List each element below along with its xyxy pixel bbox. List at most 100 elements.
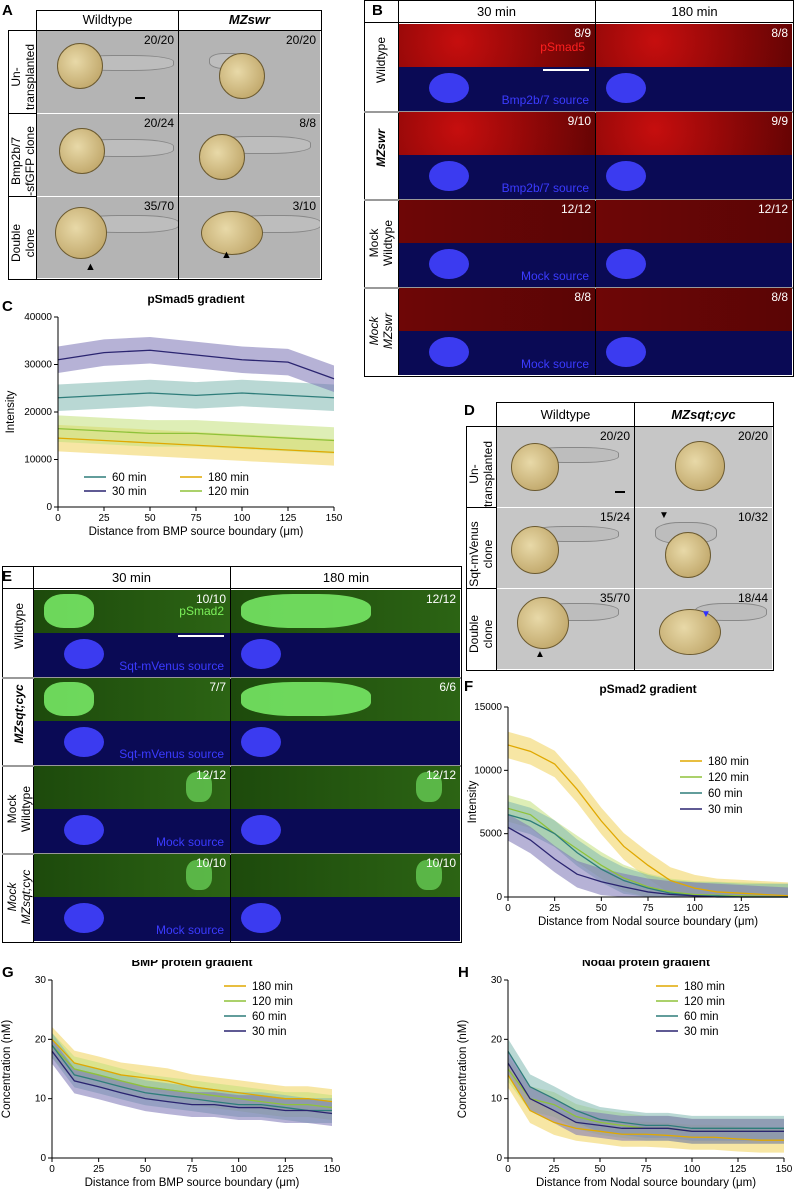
row-label: Wildtype <box>12 603 26 650</box>
y-tick-label: 10 <box>491 1094 503 1105</box>
count-label: 10/10 <box>195 856 226 870</box>
source-image: Bmp2b/7 source <box>399 155 595 199</box>
scale-bar <box>135 97 145 99</box>
count-label: 20/20 <box>143 33 174 47</box>
count-label: 8/9 <box>574 26 591 40</box>
x-axis-label: Distance from Nodal source boundary (μm) <box>538 916 758 928</box>
legend-label: 60 min <box>112 472 147 484</box>
x-axis-label: Distance from Nodal source boundary (μm) <box>536 1177 756 1189</box>
row-label: Mock Wildtype <box>5 786 33 833</box>
chart-title: BMP protein gradient <box>131 960 252 969</box>
stain-image: 9/10 <box>399 112 595 155</box>
arrowhead-icon: ▲ <box>535 649 545 660</box>
stain-image: 12/12 <box>231 590 460 633</box>
source-image <box>596 243 792 287</box>
chart-f: pSmad2 gradient 0 25 50 75 100 125 0 5000 10000 15… <box>467 682 789 928</box>
series-band <box>508 1050 784 1144</box>
x-tick-label: 150 <box>776 1164 793 1175</box>
count-label: 6/6 <box>439 680 456 694</box>
source-image <box>596 155 792 199</box>
x-tick-label: 0 <box>505 903 511 914</box>
count-label: 12/12 <box>195 768 226 782</box>
panel-label-g: G <box>2 964 14 981</box>
series-line <box>57 392 335 399</box>
legend-label: 180 min <box>708 756 749 768</box>
source-image <box>231 897 460 941</box>
panel-label-d: D <box>464 402 475 419</box>
series-line <box>57 349 335 380</box>
row-label-untransplanted: Un- transplanted <box>467 440 495 508</box>
stain-image: 8/8 <box>596 288 792 331</box>
y-tick-label: 40000 <box>24 312 52 323</box>
embryo-image: ▲ 3/10 <box>179 197 320 278</box>
row-label: Wildtype <box>374 37 388 84</box>
series-line <box>507 744 789 897</box>
count-label: 3/10 <box>292 199 316 213</box>
embryo-image: 20/20 <box>635 427 772 507</box>
row-label-double-clone: Double clone <box>467 614 495 654</box>
count-label: 8/8 <box>771 26 788 40</box>
x-tick-label: 50 <box>140 1164 152 1175</box>
chart-title: Nodal protein gradient <box>582 960 710 969</box>
col-header-180min: 180 min <box>671 4 718 19</box>
x-tick-label: 100 <box>234 513 251 524</box>
col-header-30min: 30 min <box>476 4 517 19</box>
series-band <box>58 336 334 393</box>
y-tick-label: 0 <box>40 1153 46 1164</box>
y-tick-label: 5000 <box>480 829 503 840</box>
embryo-image: 20/20 <box>37 31 178 113</box>
chart-title: pSmad2 gradient <box>599 682 696 696</box>
y-axis-label: Concentration (nM) <box>457 1020 469 1119</box>
count-label: 12/12 <box>425 768 456 782</box>
source-label: Mock source <box>155 923 224 937</box>
series-line <box>507 1074 784 1141</box>
stain-image: 8/9 pSmad5 <box>399 24 595 67</box>
arrowhead-icon: ▲ <box>221 249 232 261</box>
stain-image: 8/8 <box>399 288 595 331</box>
scale-bar <box>178 635 224 637</box>
series-band <box>58 415 334 454</box>
row-label: Mock Wildtype <box>367 220 395 267</box>
source-image <box>231 633 460 677</box>
x-tick-label: 50 <box>594 1164 606 1175</box>
embryo-image: ▲ 35/70 <box>497 589 634 669</box>
y-tick-label: 30 <box>35 975 47 986</box>
embryo-image: 20/20 <box>497 427 634 507</box>
source-image <box>231 721 460 765</box>
source-image: Sqt-mVenus source <box>34 633 230 677</box>
legend-label: 60 min <box>684 1011 719 1023</box>
count-label: 9/9 <box>771 114 788 128</box>
embryo-image: ▼ 10/32 <box>635 508 772 588</box>
x-tick-label: 0 <box>505 1164 511 1175</box>
series-line <box>51 1044 332 1112</box>
source-image: Mock source <box>34 897 230 941</box>
count-label: 20/20 <box>285 33 316 47</box>
col-header-wildtype: Wildtype <box>82 12 133 27</box>
x-tick-label: 75 <box>186 1164 198 1175</box>
x-tick-label: 125 <box>277 1164 294 1175</box>
count-label: 35/70 <box>599 591 630 605</box>
legend-label: 120 min <box>208 486 249 498</box>
col-header-mzswr: MZswr <box>228 12 271 27</box>
x-tick-label: 25 <box>93 1164 105 1175</box>
arrowhead-icon: ▼ <box>701 609 711 620</box>
stain-label: pSmad2 <box>179 604 224 618</box>
row-label-double-clone: Double clone <box>9 223 37 263</box>
x-tick-label: 25 <box>548 1164 560 1175</box>
x-tick-label: 50 <box>596 903 608 914</box>
source-label: Sqt-mVenus source <box>119 659 224 673</box>
source-label: Mock source <box>520 269 589 283</box>
row-label: MZswr <box>374 129 388 168</box>
col-header-30min: 30 min <box>111 570 152 585</box>
count-label: 9/10 <box>567 114 591 128</box>
source-image: Mock source <box>399 243 595 287</box>
y-axis-label: Intensity <box>467 780 479 823</box>
y-tick-label: 0 <box>496 1153 502 1164</box>
x-tick-label: 150 <box>324 1164 341 1175</box>
arrowhead-icon: ▲ <box>85 261 96 273</box>
x-tick-label: 125 <box>733 903 750 914</box>
x-tick-label: 150 <box>326 513 343 524</box>
count-label: 10/10 <box>195 592 226 606</box>
stain-image: 8/8 <box>596 24 792 67</box>
count-label: 15/24 <box>599 510 630 524</box>
